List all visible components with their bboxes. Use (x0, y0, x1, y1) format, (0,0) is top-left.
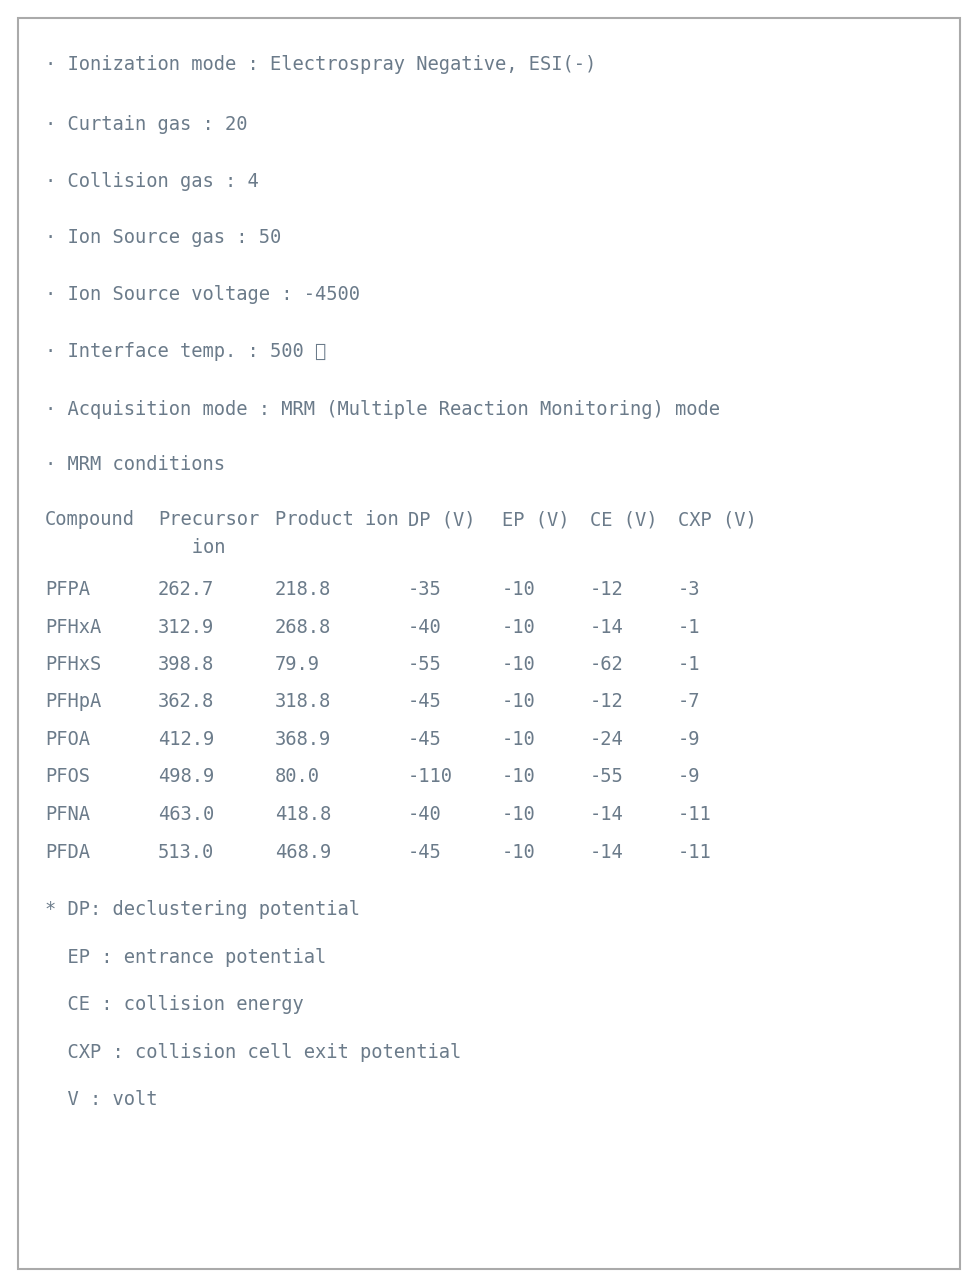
Text: -14: -14 (589, 804, 623, 824)
Text: -1: -1 (677, 655, 700, 674)
Text: -9: -9 (677, 730, 700, 749)
Text: CXP : collision cell exit potential: CXP : collision cell exit potential (45, 1042, 461, 1062)
Text: -1: -1 (677, 618, 700, 637)
Text: 80.0: 80.0 (275, 767, 319, 786)
Text: PFOS: PFOS (45, 767, 90, 786)
Text: -10: -10 (501, 692, 535, 710)
Text: DP (V): DP (V) (407, 510, 475, 529)
Text: 218.8: 218.8 (275, 580, 331, 598)
Text: -10: -10 (501, 655, 535, 674)
Text: PFHpA: PFHpA (45, 692, 102, 710)
Text: 312.9: 312.9 (158, 618, 214, 637)
Text: -55: -55 (407, 655, 442, 674)
Text: -12: -12 (589, 692, 623, 710)
Text: 468.9: 468.9 (275, 843, 331, 862)
Text: -45: -45 (407, 843, 442, 862)
Text: Precursor: Precursor (158, 510, 259, 529)
Text: 398.8: 398.8 (158, 655, 214, 674)
Text: -11: -11 (677, 804, 711, 824)
Text: -14: -14 (589, 843, 623, 862)
Text: · MRM conditions: · MRM conditions (45, 456, 225, 474)
Text: PFOA: PFOA (45, 730, 90, 749)
Text: ion: ion (158, 538, 226, 557)
Text: PFDA: PFDA (45, 843, 90, 862)
Text: -10: -10 (501, 843, 535, 862)
Text: -14: -14 (589, 618, 623, 637)
Text: -3: -3 (677, 580, 700, 598)
Text: -45: -45 (407, 692, 442, 710)
Text: V : volt: V : volt (45, 1090, 157, 1109)
Text: -7: -7 (677, 692, 700, 710)
Text: · Interface temp. : 500 ℃: · Interface temp. : 500 ℃ (45, 342, 326, 360)
Text: 368.9: 368.9 (275, 730, 331, 749)
Text: -35: -35 (407, 580, 442, 598)
Text: CE : collision energy: CE : collision energy (45, 995, 304, 1014)
Text: -45: -45 (407, 730, 442, 749)
Text: -62: -62 (589, 655, 623, 674)
Text: Compound: Compound (45, 510, 135, 529)
Text: -11: -11 (677, 843, 711, 862)
Text: -10: -10 (501, 618, 535, 637)
Text: -40: -40 (407, 804, 442, 824)
Text: CXP (V): CXP (V) (677, 510, 756, 529)
Text: -110: -110 (407, 767, 452, 786)
Text: EP (V): EP (V) (501, 510, 569, 529)
Text: EP : entrance potential: EP : entrance potential (45, 949, 326, 967)
Text: · Ion Source gas : 50: · Ion Source gas : 50 (45, 228, 281, 247)
Text: 412.9: 412.9 (158, 730, 214, 749)
Text: PFHxA: PFHxA (45, 618, 102, 637)
Text: 362.8: 362.8 (158, 692, 214, 710)
Text: -10: -10 (501, 730, 535, 749)
Text: 498.9: 498.9 (158, 767, 214, 786)
Text: 262.7: 262.7 (158, 580, 214, 598)
Text: 463.0: 463.0 (158, 804, 214, 824)
Text: CE (V): CE (V) (589, 510, 657, 529)
Text: PFHxS: PFHxS (45, 655, 102, 674)
Text: · Acquisition mode : MRM (Multiple Reaction Monitoring) mode: · Acquisition mode : MRM (Multiple React… (45, 400, 719, 420)
Text: -24: -24 (589, 730, 623, 749)
Text: · Ion Source voltage : -4500: · Ion Source voltage : -4500 (45, 284, 360, 304)
Text: PFNA: PFNA (45, 804, 90, 824)
Text: * DP: declustering potential: * DP: declustering potential (45, 900, 360, 919)
Text: Product ion: Product ion (275, 510, 399, 529)
Text: 513.0: 513.0 (158, 843, 214, 862)
Text: PFPA: PFPA (45, 580, 90, 598)
Text: · Collision gas : 4: · Collision gas : 4 (45, 172, 259, 190)
Text: · Ionization mode : Electrospray Negative, ESI(-): · Ionization mode : Electrospray Negativ… (45, 55, 596, 73)
Text: 268.8: 268.8 (275, 618, 331, 637)
Text: -9: -9 (677, 767, 700, 786)
Text: · Curtain gas : 20: · Curtain gas : 20 (45, 115, 247, 134)
Text: 79.9: 79.9 (275, 655, 319, 674)
Text: -10: -10 (501, 767, 535, 786)
Text: 418.8: 418.8 (275, 804, 331, 824)
Text: -40: -40 (407, 618, 442, 637)
Text: -10: -10 (501, 580, 535, 598)
Text: 318.8: 318.8 (275, 692, 331, 710)
Text: -55: -55 (589, 767, 623, 786)
Text: -10: -10 (501, 804, 535, 824)
Text: -12: -12 (589, 580, 623, 598)
